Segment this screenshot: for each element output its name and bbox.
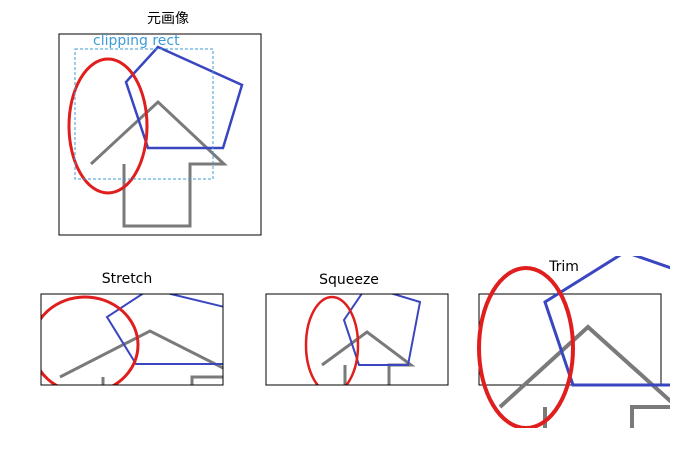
trim-panel: Trim [477,256,670,428]
stretch-frame [40,293,224,386]
squeeze-shapes [304,294,422,385]
squeeze-frame [265,293,449,386]
ellipse-shape [67,57,149,195]
pentagon-shape [124,45,244,150]
stretch-arrow-shape [59,329,223,385]
trim-arrow-shape [498,324,670,428]
trim-ellipse-shape [477,266,575,428]
stretch-shapes [41,294,223,385]
clipping-rect [74,48,214,180]
squeeze-pentagon-shape [342,294,422,366]
original-panel: 元画像 clipping rect [58,11,262,236]
squeeze-ellipse-shape [304,295,360,385]
stretch-title: Stretch [102,271,153,287]
stretch-panel: Stretch [40,271,224,386]
original-frame [58,33,262,236]
stretch-ellipse-shape [41,295,140,385]
arrow-shape [89,99,228,228]
trim-title: Trim [548,259,579,275]
original-shapes: clipping rect [67,33,244,228]
squeeze-title: Squeeze [319,272,379,288]
original-title: 元画像 [147,11,189,27]
clip-rect-label: clipping rect [93,33,180,49]
stretch-pentagon-shape [105,294,223,365]
trim-shapes [477,256,670,428]
squeeze-panel: Squeeze [265,272,449,386]
